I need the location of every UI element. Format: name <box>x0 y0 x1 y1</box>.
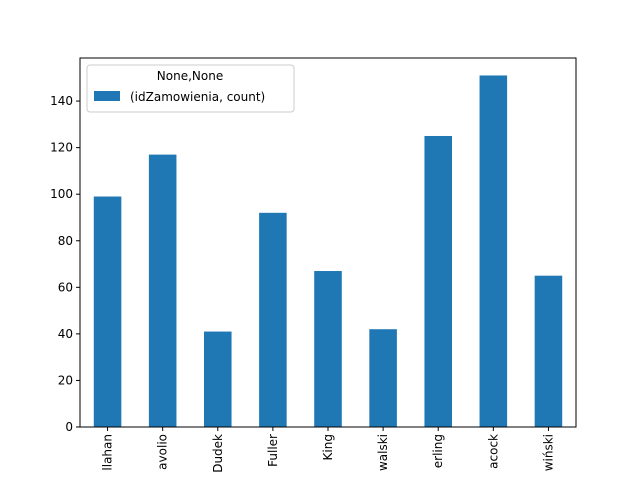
legend-box <box>86 64 295 113</box>
x-tick-label: Fuller <box>266 434 280 467</box>
legend-title: None,None <box>157 69 223 83</box>
bar-Dudek <box>204 331 232 427</box>
bar-King <box>314 271 342 427</box>
bars-group <box>93 75 563 427</box>
x-tick-label: wiński <box>541 434 555 471</box>
bar-acock <box>479 75 508 427</box>
legend-swatch <box>94 91 120 101</box>
x-tick-label: acock <box>486 434 500 469</box>
x-tick-label: llahan <box>101 434 115 471</box>
bar-avolio <box>148 154 177 427</box>
x-tick-label: avolio <box>156 434 170 470</box>
y-axis: 0 20 40 60 80 100 120 140 <box>50 94 80 434</box>
bar-Fuller <box>259 212 287 427</box>
x-tick-label: walski <box>376 434 390 471</box>
legend: None,None (idZamowienia, count) <box>86 64 295 113</box>
plot-frame <box>79 57 577 428</box>
y-tick-label: 120 <box>50 141 73 155</box>
x-tick-label: erling <box>431 434 445 468</box>
y-tick-label: 40 <box>58 327 73 341</box>
legend-series-label: (idZamowienia, count) <box>130 90 265 104</box>
y-tick-label: 0 <box>65 420 73 434</box>
x-tick-label: Dudek <box>211 434 225 473</box>
y-tick-label: 100 <box>50 187 73 201</box>
bar-walski <box>369 329 397 427</box>
y-tick-label: 20 <box>58 373 73 387</box>
y-tick-label: 140 <box>50 94 73 108</box>
x-tick-label: King <box>321 434 335 460</box>
bar-wiński <box>534 275 563 427</box>
bar-llahan <box>93 196 122 427</box>
x-axis: llahan avolio Dudek Fuller King walski erling a… <box>101 427 555 473</box>
y-tick-label: 80 <box>58 234 73 248</box>
y-tick-label: 60 <box>58 280 73 294</box>
bar-erling <box>424 135 452 427</box>
